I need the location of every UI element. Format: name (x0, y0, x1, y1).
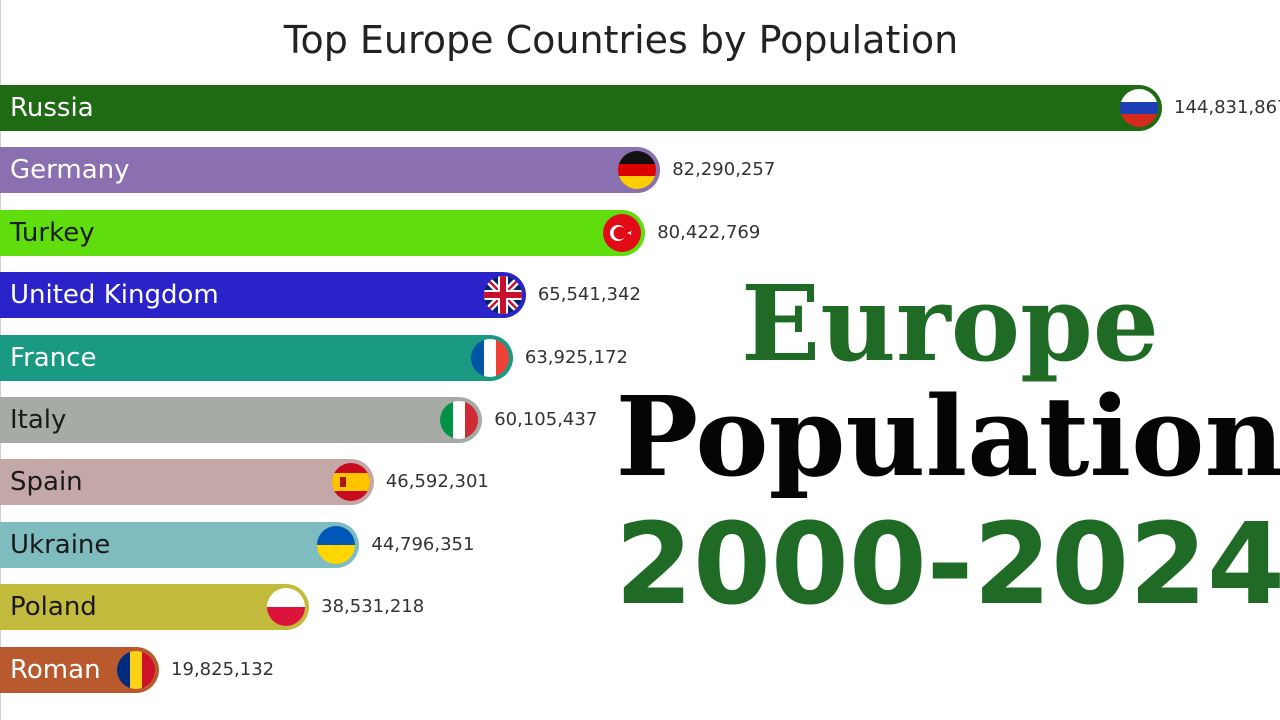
bar-turkey: Turkey (0, 209, 646, 256)
bar-poland: Poland (0, 584, 310, 631)
spain-flag-icon (332, 463, 370, 501)
value-label: 38,531,218 (321, 596, 425, 618)
bar-label: Russia (10, 93, 94, 123)
romania-flag-icon (117, 651, 155, 689)
bar-label: Poland (10, 592, 97, 623)
bar-label: Germany (10, 155, 130, 186)
ukraine-flag-icon (317, 526, 355, 564)
uk-flag-icon (484, 276, 522, 314)
bar-germany: Germany (0, 147, 661, 194)
value-label: 44,796,351 (371, 533, 475, 555)
bar-spain: Spain (0, 459, 374, 506)
italy-flag-icon (440, 401, 478, 439)
bar-italy: Italy (0, 397, 483, 443)
bar-roman: Roman (0, 646, 160, 693)
bar-label: Roman (10, 654, 101, 685)
value-label: 65,541,342 (537, 284, 641, 306)
value-label: 63,925,172 (524, 346, 628, 368)
russia-flag-icon (1120, 89, 1158, 127)
bar-label: Turkey (10, 217, 95, 248)
value-label: 46,592,301 (385, 471, 489, 493)
poland-flag-icon (267, 588, 305, 626)
germany-flag-icon (618, 151, 656, 189)
value-label: 19,825,132 (171, 658, 275, 680)
bar-label: United Kingdom (10, 280, 219, 311)
bar-label: Spain (10, 467, 83, 498)
bar-united-kingdom: United Kingdom (0, 272, 526, 319)
turkey-flag-icon (603, 214, 641, 252)
value-label: 60,105,437 (494, 409, 598, 430)
value-label: 82,290,257 (672, 159, 776, 181)
headline-europe: Europe (741, 262, 1159, 385)
bar-ukraine: Ukraine (0, 521, 360, 568)
bar-label: Italy (10, 405, 67, 435)
value-label: 80,422,769 (657, 221, 761, 243)
chart-title: Top Europe Countries by Population (283, 18, 959, 62)
value-label: 144,831,867 (1174, 97, 1280, 118)
bar-label: France (10, 342, 97, 373)
headline-years: 2000-2024 (615, 500, 1280, 630)
bar-russia: Russia (0, 85, 1162, 131)
headline-population: Population (615, 372, 1280, 501)
bar-label: Ukraine (10, 529, 111, 560)
bar-france: France (0, 334, 513, 381)
france-flag-icon (471, 339, 509, 377)
